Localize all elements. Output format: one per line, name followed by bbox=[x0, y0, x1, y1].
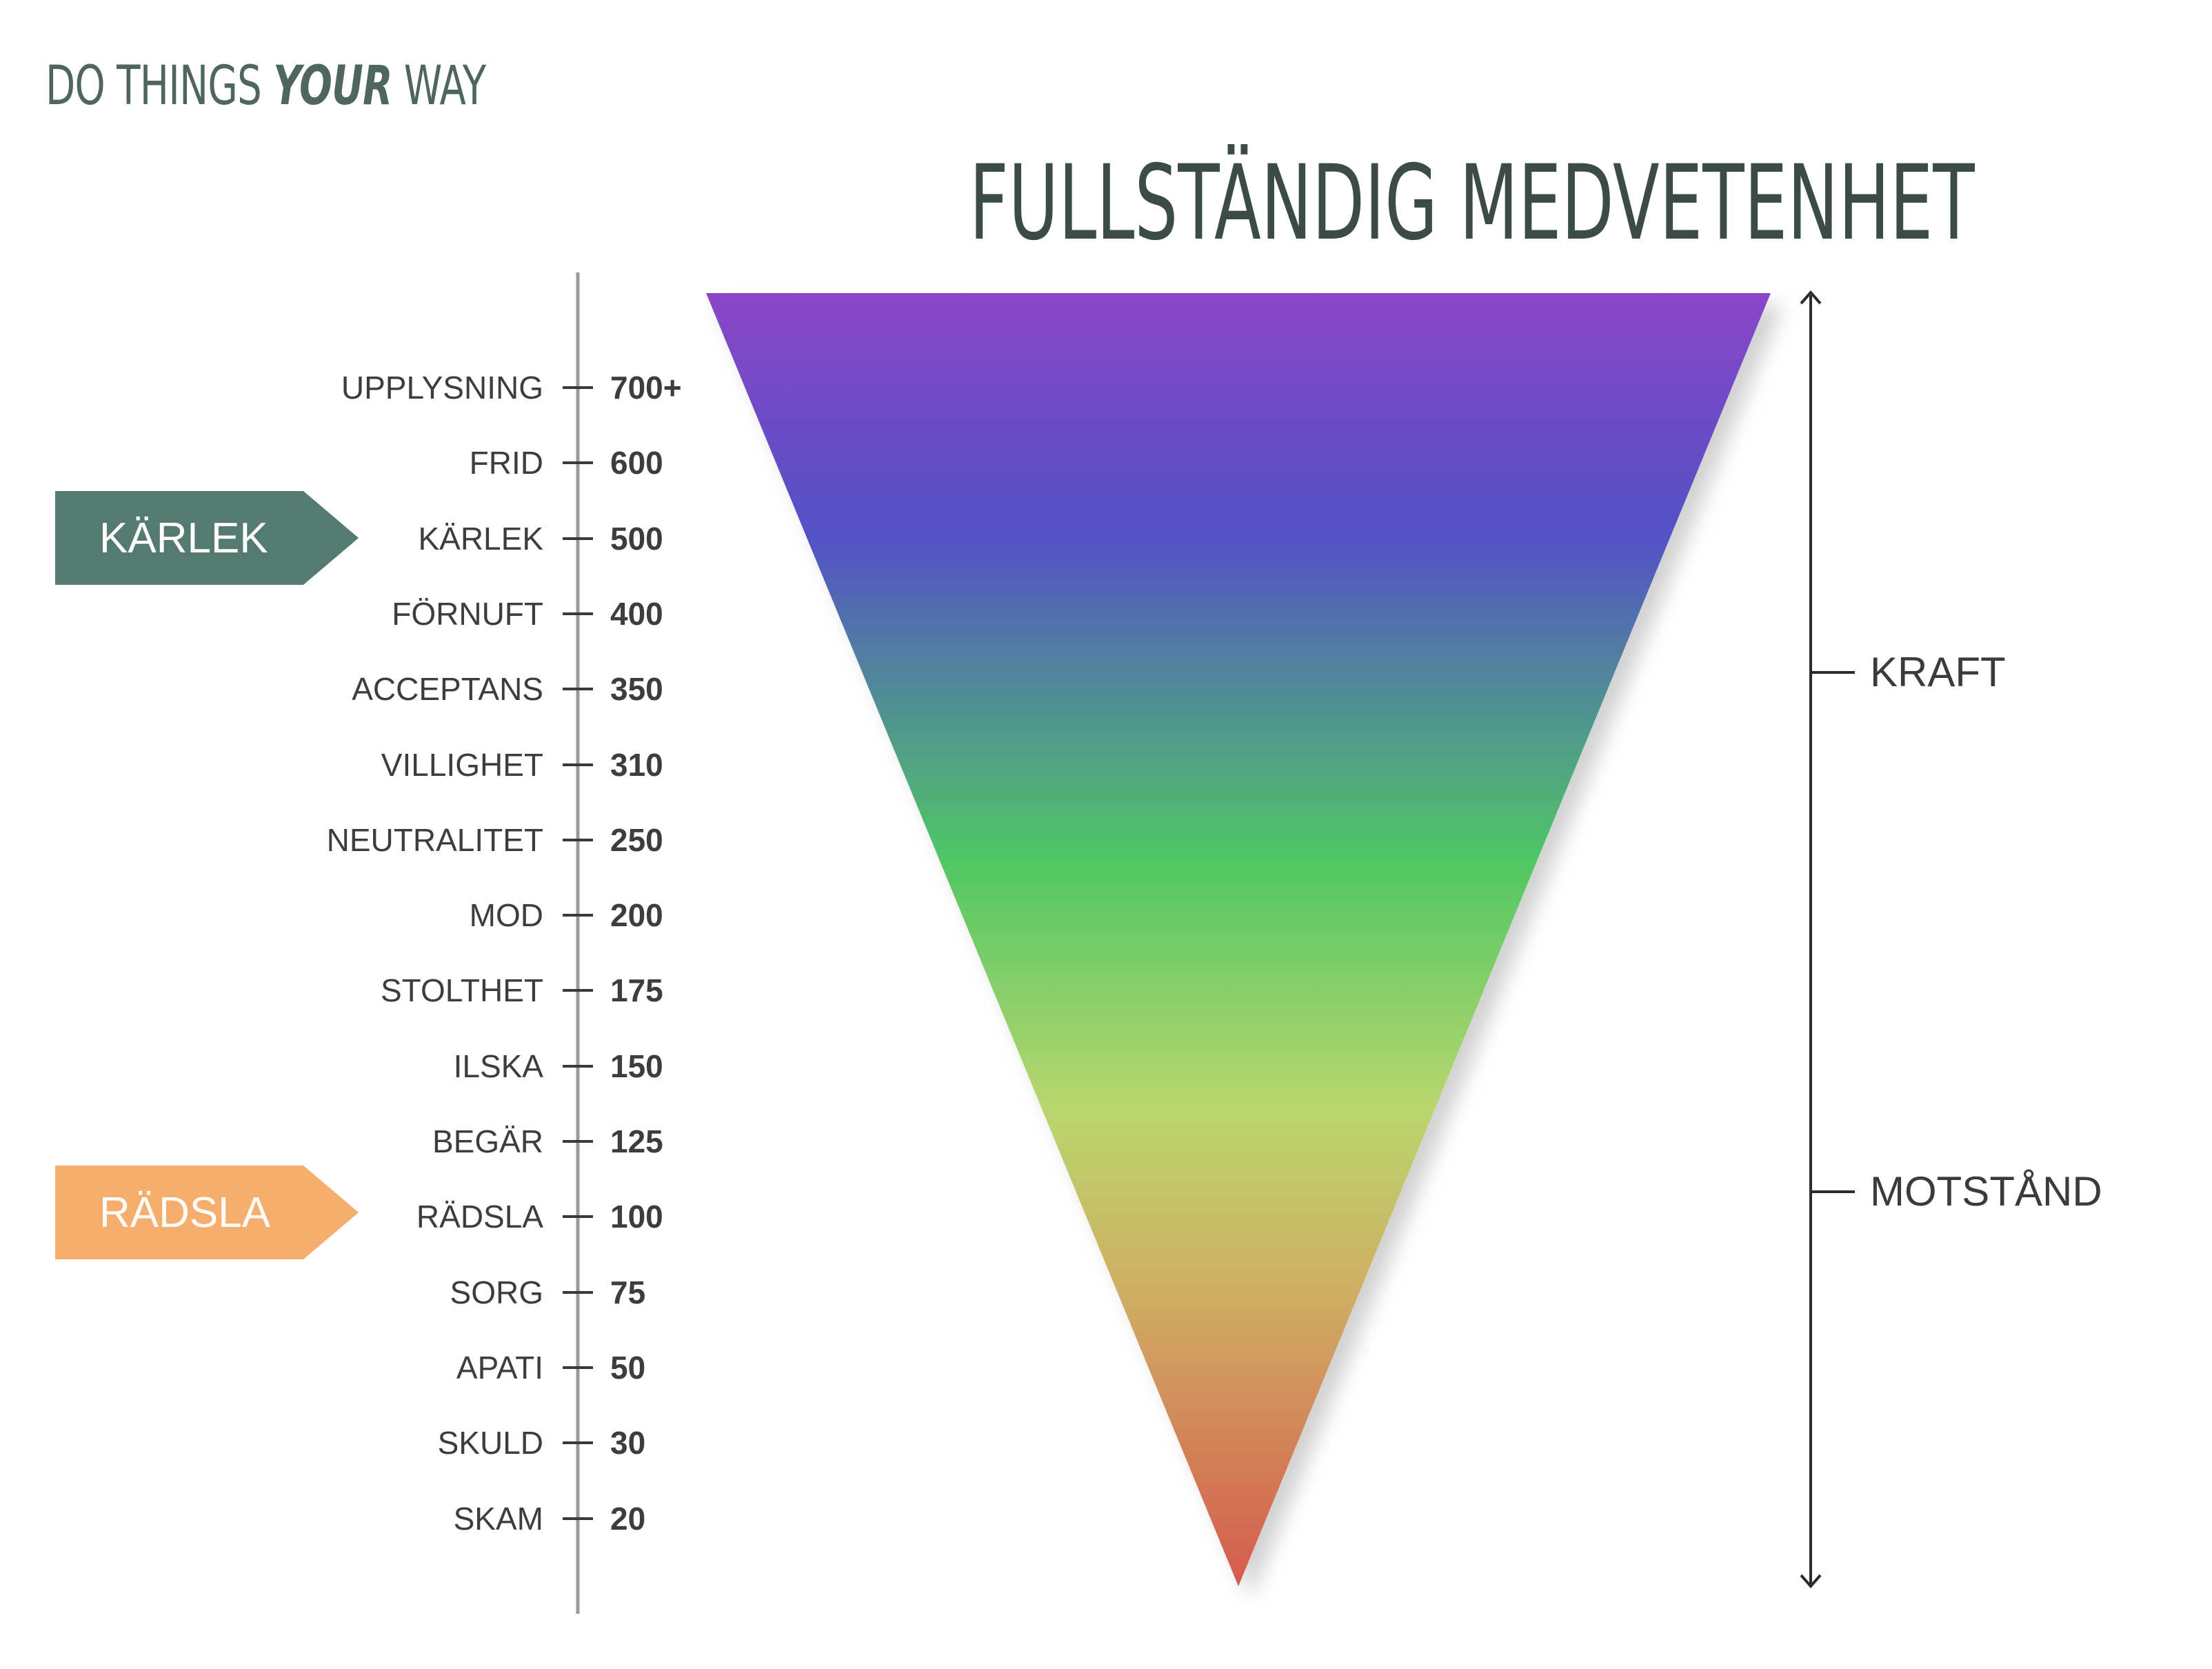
level-value: 175 bbox=[610, 972, 663, 1008]
level-name: ILSKA bbox=[453, 1048, 543, 1084]
level-name: SKULD bbox=[437, 1425, 543, 1461]
level-name: NEUTRALITET bbox=[326, 822, 543, 858]
level-name: ACCEPTANS bbox=[352, 671, 543, 707]
brand-logo: DO THINGS YOUR WAY bbox=[46, 55, 486, 117]
level-name: STOLTHET bbox=[381, 972, 543, 1008]
level-name: APATI bbox=[456, 1350, 543, 1386]
level-value: 75 bbox=[610, 1275, 646, 1310]
level-value: 400 bbox=[610, 596, 663, 632]
level-value: 100 bbox=[610, 1199, 663, 1235]
level-value: 600 bbox=[610, 445, 663, 481]
level-value: 30 bbox=[610, 1425, 646, 1461]
brand-text-post: WAY bbox=[392, 55, 486, 117]
fear-tag-arrow bbox=[303, 1166, 359, 1259]
level-name: SKAM bbox=[453, 1501, 543, 1537]
level-value: 310 bbox=[610, 747, 663, 783]
love-tag-arrow bbox=[303, 491, 359, 585]
level-value: 500 bbox=[610, 521, 663, 557]
level-name: UPPLYSNING bbox=[341, 370, 543, 406]
level-value: 200 bbox=[610, 897, 663, 933]
fear-tag-body: RÄDSLA bbox=[55, 1166, 303, 1259]
level-value: 50 bbox=[610, 1350, 646, 1386]
level-name: FÖRNUFT bbox=[392, 596, 543, 632]
kraft-label: KRAFT bbox=[1870, 649, 2006, 695]
level-value: 150 bbox=[610, 1048, 663, 1084]
brand-text-emphasis: YOUR bbox=[273, 55, 392, 117]
level-name: RÄDSLA bbox=[416, 1199, 543, 1235]
brand-text-pre: DO THINGS bbox=[46, 55, 274, 117]
consciousness-triangle bbox=[706, 293, 1771, 1586]
level-value: 700+ bbox=[610, 370, 682, 406]
arrow-down-head bbox=[1800, 1574, 1822, 1589]
level-value: 250 bbox=[610, 822, 663, 858]
level-name: KÄRLEK bbox=[418, 521, 543, 557]
level-name: FRID bbox=[469, 445, 543, 481]
level-name: VILLIGHET bbox=[381, 747, 543, 783]
love-tag: KÄRLEK bbox=[55, 491, 359, 585]
level-name: SORG bbox=[450, 1275, 543, 1310]
arrow-up-head bbox=[1800, 290, 1822, 305]
level-name: MOD bbox=[469, 897, 543, 933]
level-value: 125 bbox=[610, 1123, 663, 1159]
fear-tag: RÄDSLA bbox=[55, 1166, 359, 1259]
level-name: BEGÄR bbox=[432, 1123, 543, 1159]
level-value: 350 bbox=[610, 671, 663, 707]
motstand-label: MOTSTÅND bbox=[1870, 1168, 2102, 1215]
level-value: 20 bbox=[610, 1501, 646, 1537]
love-tag-body: KÄRLEK bbox=[55, 491, 303, 585]
scale-ticks bbox=[563, 386, 593, 1520]
